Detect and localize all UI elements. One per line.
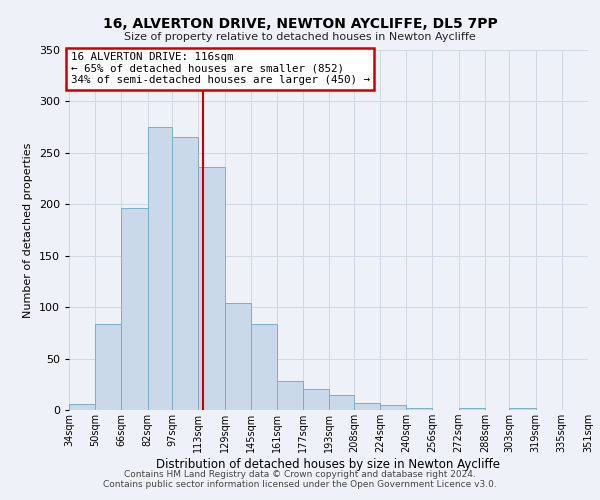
X-axis label: Distribution of detached houses by size in Newton Aycliffe: Distribution of detached houses by size … <box>157 458 500 471</box>
Bar <box>406 408 433 410</box>
Text: Contains HM Land Registry data © Crown copyright and database right 2024.: Contains HM Land Registry data © Crown c… <box>124 470 476 479</box>
Bar <box>329 394 354 410</box>
Y-axis label: Number of detached properties: Number of detached properties <box>23 142 33 318</box>
Bar <box>277 381 303 410</box>
Text: 16, ALVERTON DRIVE, NEWTON AYCLIFFE, DL5 7PP: 16, ALVERTON DRIVE, NEWTON AYCLIFFE, DL5… <box>103 18 497 32</box>
Bar <box>303 390 329 410</box>
Bar <box>121 208 148 410</box>
Bar <box>148 127 172 410</box>
Bar <box>509 408 536 410</box>
Bar <box>199 168 224 410</box>
Text: Size of property relative to detached houses in Newton Aycliffe: Size of property relative to detached ho… <box>124 32 476 42</box>
Bar <box>172 138 199 410</box>
Bar <box>251 324 277 410</box>
Bar <box>458 408 485 410</box>
Bar <box>95 324 121 410</box>
Text: 16 ALVERTON DRIVE: 116sqm
← 65% of detached houses are smaller (852)
34% of semi: 16 ALVERTON DRIVE: 116sqm ← 65% of detac… <box>71 52 370 86</box>
Bar <box>224 303 251 410</box>
Bar <box>380 405 406 410</box>
Bar <box>69 404 95 410</box>
Bar <box>354 403 380 410</box>
Text: Contains public sector information licensed under the Open Government Licence v3: Contains public sector information licen… <box>103 480 497 489</box>
